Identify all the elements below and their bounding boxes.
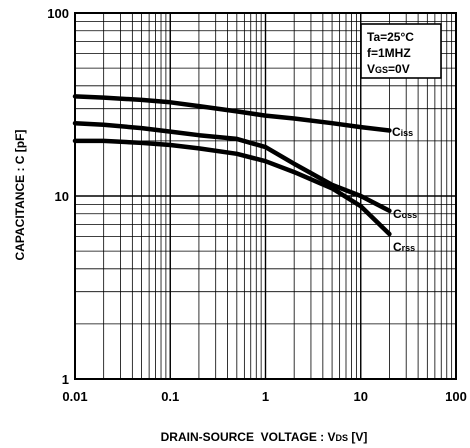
series-label-coss: Coss (393, 207, 417, 221)
x-axis-title-unit: [V] (348, 430, 367, 444)
x-tick-label: 1 (262, 389, 269, 404)
series-line-coss (72, 120, 392, 214)
x-tick-label: 0.01 (62, 389, 87, 404)
x-axis-title-text: DRAIN-SOURCE VOLTAGE : (161, 430, 328, 444)
x-tick-label: 0.1 (161, 389, 179, 404)
series-line-ciss (72, 94, 392, 133)
conditions-box: Ta=25°C f=1MHZ VGS=0V (360, 23, 442, 79)
x-tick-labels: 0.01 0.1 1 10 100 (62, 389, 467, 404)
series-label-ciss: Ciss (392, 125, 413, 139)
y-tick-label: 1 (62, 372, 69, 387)
series-label-crss: Crss (393, 240, 415, 254)
series-labels: Ciss Coss Crss (392, 125, 417, 254)
condition-vgs-symbol: V (367, 62, 375, 76)
y-axis-title: CAPACITANCE : C [pF] (13, 130, 27, 261)
series-line-crss (72, 138, 392, 237)
plot-frame (74, 12, 457, 380)
series-lines (72, 94, 392, 237)
condition-frequency: f=1MHZ (367, 46, 411, 60)
conditions-box-frame (360, 23, 442, 79)
x-axis-title-symbol: V (328, 430, 336, 444)
x-tick-label: 10 (354, 389, 368, 404)
x-tick-label: 100 (445, 389, 467, 404)
y-tick-label: 100 (47, 6, 69, 21)
condition-vgs-value: =0V (388, 62, 410, 76)
y-tick-labels: 1 10 100 (47, 6, 69, 387)
x-axis-title: DRAIN-SOURCE VOLTAGE : VDS [V] (161, 430, 368, 444)
condition-vgs-subscript: GS (375, 65, 388, 75)
condition-vgs: VGS=0V (367, 62, 410, 76)
y-tick-label: 10 (55, 189, 69, 204)
condition-temperature: Ta=25°C (367, 30, 414, 44)
x-axis-title-subscript: DS (336, 433, 349, 443)
